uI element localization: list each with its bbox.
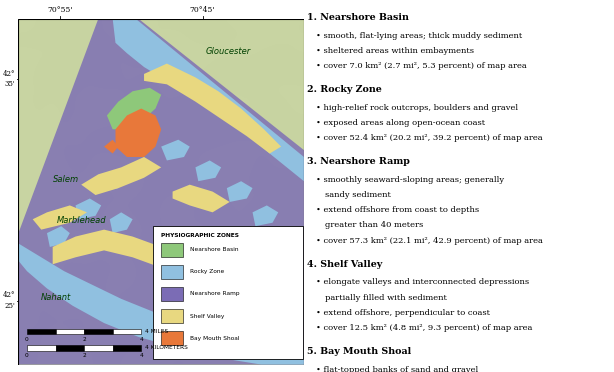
Polygon shape (18, 19, 304, 365)
Text: • elongate valleys and interconnected depressions: • elongate valleys and interconnected de… (316, 278, 529, 286)
Text: Marblehead: Marblehead (56, 217, 106, 225)
Bar (161, 287, 182, 301)
Bar (112, 345, 141, 351)
Polygon shape (33, 205, 87, 230)
Polygon shape (173, 185, 230, 212)
Text: 4 MILES: 4 MILES (146, 329, 169, 334)
Text: Gloucester: Gloucester (206, 47, 251, 56)
Polygon shape (104, 140, 119, 154)
Text: Rocky Zone: Rocky Zone (190, 269, 224, 274)
Bar (27, 345, 55, 351)
Text: Shelf Valley: Shelf Valley (190, 314, 224, 319)
Text: 4: 4 (139, 337, 143, 342)
Polygon shape (161, 140, 190, 160)
Text: • cover 7.0 km² (2.7 mi², 5.3 percent) of map area: • cover 7.0 km² (2.7 mi², 5.3 percent) o… (316, 62, 527, 70)
Text: • cover 52.4 km² (20.2 mi², 39.2 percent) of map area: • cover 52.4 km² (20.2 mi², 39.2 percent… (316, 134, 543, 142)
Text: greater than 40 meters: greater than 40 meters (325, 221, 424, 230)
Polygon shape (81, 157, 161, 195)
Text: 42°: 42° (3, 291, 15, 299)
Polygon shape (53, 230, 270, 302)
Polygon shape (18, 243, 304, 365)
Bar (153, 226, 303, 359)
Text: sandy sediment: sandy sediment (325, 191, 391, 199)
Text: 25': 25' (5, 302, 15, 310)
Text: 42°: 42° (3, 70, 15, 78)
Text: 4 KILOMETERS: 4 KILOMETERS (146, 346, 188, 350)
Text: 0: 0 (25, 337, 29, 342)
Bar (55, 328, 84, 334)
Text: 2: 2 (82, 337, 86, 342)
Text: • flat-topped banks of sand and gravel: • flat-topped banks of sand and gravel (316, 366, 478, 372)
Text: 5. Bay Mouth Shoal: 5. Bay Mouth Shoal (307, 347, 411, 356)
Text: 70°55': 70°55' (47, 6, 72, 15)
Bar (84, 328, 112, 334)
Polygon shape (110, 212, 133, 233)
Text: 2. Rocky Zone: 2. Rocky Zone (307, 85, 382, 94)
Polygon shape (127, 122, 155, 143)
Polygon shape (144, 64, 281, 154)
Text: PHYSIOGRAPHIC ZONES: PHYSIOGRAPHIC ZONES (161, 233, 239, 238)
Bar (55, 345, 84, 351)
Text: 4. Shelf Valley: 4. Shelf Valley (307, 260, 383, 269)
Text: 70°45': 70°45' (190, 6, 216, 15)
Polygon shape (76, 199, 101, 219)
Text: • exposed areas along open-ocean coast: • exposed areas along open-ocean coast (316, 119, 485, 127)
Bar (112, 328, 141, 334)
Text: 3. Nearshore Ramp: 3. Nearshore Ramp (307, 157, 410, 166)
Text: 35': 35' (5, 80, 15, 88)
Text: Nearshore Basin: Nearshore Basin (190, 247, 238, 252)
Text: 2: 2 (82, 353, 86, 359)
Polygon shape (47, 226, 70, 247)
Polygon shape (107, 88, 161, 129)
Text: 1. Nearshore Basin: 1. Nearshore Basin (307, 13, 409, 22)
Text: 0: 0 (25, 353, 29, 359)
Text: • cover 12.5 km² (4.8 mi², 9.3 percent) of map area: • cover 12.5 km² (4.8 mi², 9.3 percent) … (316, 324, 532, 332)
Polygon shape (176, 233, 198, 254)
Polygon shape (195, 160, 221, 181)
Bar (161, 309, 182, 323)
Bar (84, 345, 112, 351)
Text: • extend offshore, perpendicular to coast: • extend offshore, perpendicular to coas… (316, 309, 490, 317)
Text: • sheltered areas within embayments: • sheltered areas within embayments (316, 47, 474, 55)
Text: Bay Mouth Shoal: Bay Mouth Shoal (190, 336, 239, 341)
Bar (161, 243, 182, 257)
Text: • smooth, flat-lying areas; thick muddy sediment: • smooth, flat-lying areas; thick muddy … (316, 32, 523, 39)
Text: Nearshore Ramp: Nearshore Ramp (190, 292, 239, 296)
Text: partially filled with sediment: partially filled with sediment (325, 294, 447, 302)
Polygon shape (227, 181, 252, 202)
Bar (161, 265, 182, 279)
Text: • smoothly seaward-sloping areas; generally: • smoothly seaward-sloping areas; genera… (316, 176, 504, 184)
Text: • high-relief rock outcrops, boulders and gravel: • high-relief rock outcrops, boulders an… (316, 104, 518, 112)
Polygon shape (112, 19, 304, 181)
Text: 4: 4 (139, 353, 143, 359)
Text: Nahant: Nahant (41, 293, 71, 302)
Text: • cover 57.3 km² (22.1 mi², 42.9 percent) of map area: • cover 57.3 km² (22.1 mi², 42.9 percent… (316, 237, 543, 244)
Polygon shape (115, 109, 161, 157)
Text: • extend offshore from coast to depths: • extend offshore from coast to depths (316, 206, 480, 214)
Polygon shape (252, 205, 278, 226)
Bar (161, 331, 182, 345)
Bar (27, 328, 55, 334)
Polygon shape (230, 226, 290, 257)
Text: Salem: Salem (52, 175, 79, 184)
Polygon shape (98, 171, 124, 192)
